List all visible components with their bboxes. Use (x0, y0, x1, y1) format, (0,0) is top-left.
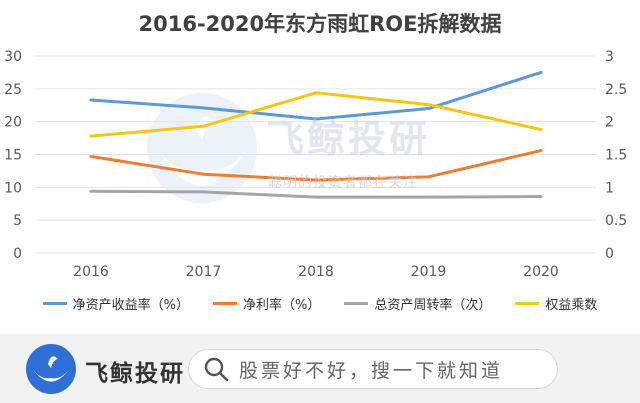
data-point (427, 195, 430, 199)
legend-label: 净利率（%） (242, 298, 321, 313)
bottom-bar: 飞鲸投研 股票好不好，搜一下就知道 (0, 334, 640, 403)
y-right-tick-label: 2 (605, 115, 614, 131)
watermark-logo (147, 93, 257, 203)
y-left-tick-label: 30 (4, 49, 22, 65)
legend-swatch (212, 302, 237, 305)
legend-swatch (42, 302, 67, 305)
legend-label: 权益乘数 (545, 298, 598, 313)
x-tick-label: 2016 (73, 264, 109, 280)
legend-item: 权益乘数 (515, 294, 597, 313)
line-chart: 0 5 10 15 20 25 30 0 0.5 1 1.5 2 2.5 3 2016 2017 2018 201… (4, 49, 627, 280)
x-tick-label: 2020 (523, 264, 559, 280)
legend-item: 总资产周转率（次） (344, 294, 491, 313)
data-point (202, 190, 205, 194)
y-left-tick-label: 15 (4, 148, 22, 164)
x-tick-label: 2019 (411, 264, 447, 280)
y-left-tick-label: 5 (13, 213, 22, 229)
y-right-tick-label: 3 (605, 49, 614, 65)
y-left-tick-label: 20 (4, 115, 22, 131)
data-point (314, 117, 318, 121)
data-point (89, 154, 93, 158)
whale-logo-icon (26, 344, 76, 394)
y-right-tick-label: 2.5 (605, 82, 627, 98)
chart-area: 2016-2020年东方雨虹ROE拆解数据 0 5 10 15 20 25 30 0 0.5 1 1… (0, 12, 640, 313)
data-point (539, 149, 543, 153)
chart-legend: 净资产收益率（%） 净利率（%） 总资产周转率（次） 权益乘数 (0, 294, 640, 313)
data-point (202, 124, 205, 128)
search-placeholder: 股票好不好，搜一下就知道 (239, 359, 504, 382)
y-left-tick-label: 10 (4, 180, 22, 196)
legend-item: 净资产收益率（%） (42, 294, 189, 313)
watermark-text: 飞鲸投研 (266, 117, 431, 161)
search-box[interactable]: 股票好不好，搜一下就知道 (188, 349, 558, 389)
data-point (314, 178, 318, 182)
data-point (427, 103, 430, 107)
legend-label: 净资产收益率（%） (72, 298, 189, 313)
data-point (427, 175, 430, 179)
chart-title: 2016-2020年东方雨虹ROE拆解数据 (138, 12, 502, 36)
data-point (89, 189, 93, 193)
data-point (314, 91, 318, 95)
data-point (539, 128, 543, 132)
y-left-tick-label: 0 (13, 246, 22, 262)
data-point (539, 70, 543, 74)
search-icon (204, 357, 229, 382)
data-point (202, 172, 205, 176)
y-left-tick-label: 25 (4, 82, 22, 98)
x-tick-label: 2018 (298, 264, 334, 280)
legend-swatch (344, 302, 369, 305)
legend-label: 总资产周转率（次） (374, 298, 492, 313)
watermark-subtext: 聪明的投资者都在关注 (268, 175, 418, 191)
data-point (539, 195, 543, 199)
brand-name: 飞鲸投研 (85, 361, 185, 387)
data-point (89, 98, 93, 102)
legend-item: 净利率（%） (212, 294, 321, 313)
data-point (314, 195, 318, 199)
y-right-tick-label: 1 (605, 180, 614, 196)
y-right-tick-label: 0 (605, 246, 614, 262)
y-right-tick-label: 1.5 (605, 148, 627, 164)
y-right-tick-label: 0.5 (605, 213, 627, 229)
data-point (202, 106, 205, 110)
data-point (89, 134, 93, 138)
data-point (427, 107, 430, 111)
legend-swatch (515, 302, 540, 305)
x-tick-label: 2017 (186, 264, 222, 280)
